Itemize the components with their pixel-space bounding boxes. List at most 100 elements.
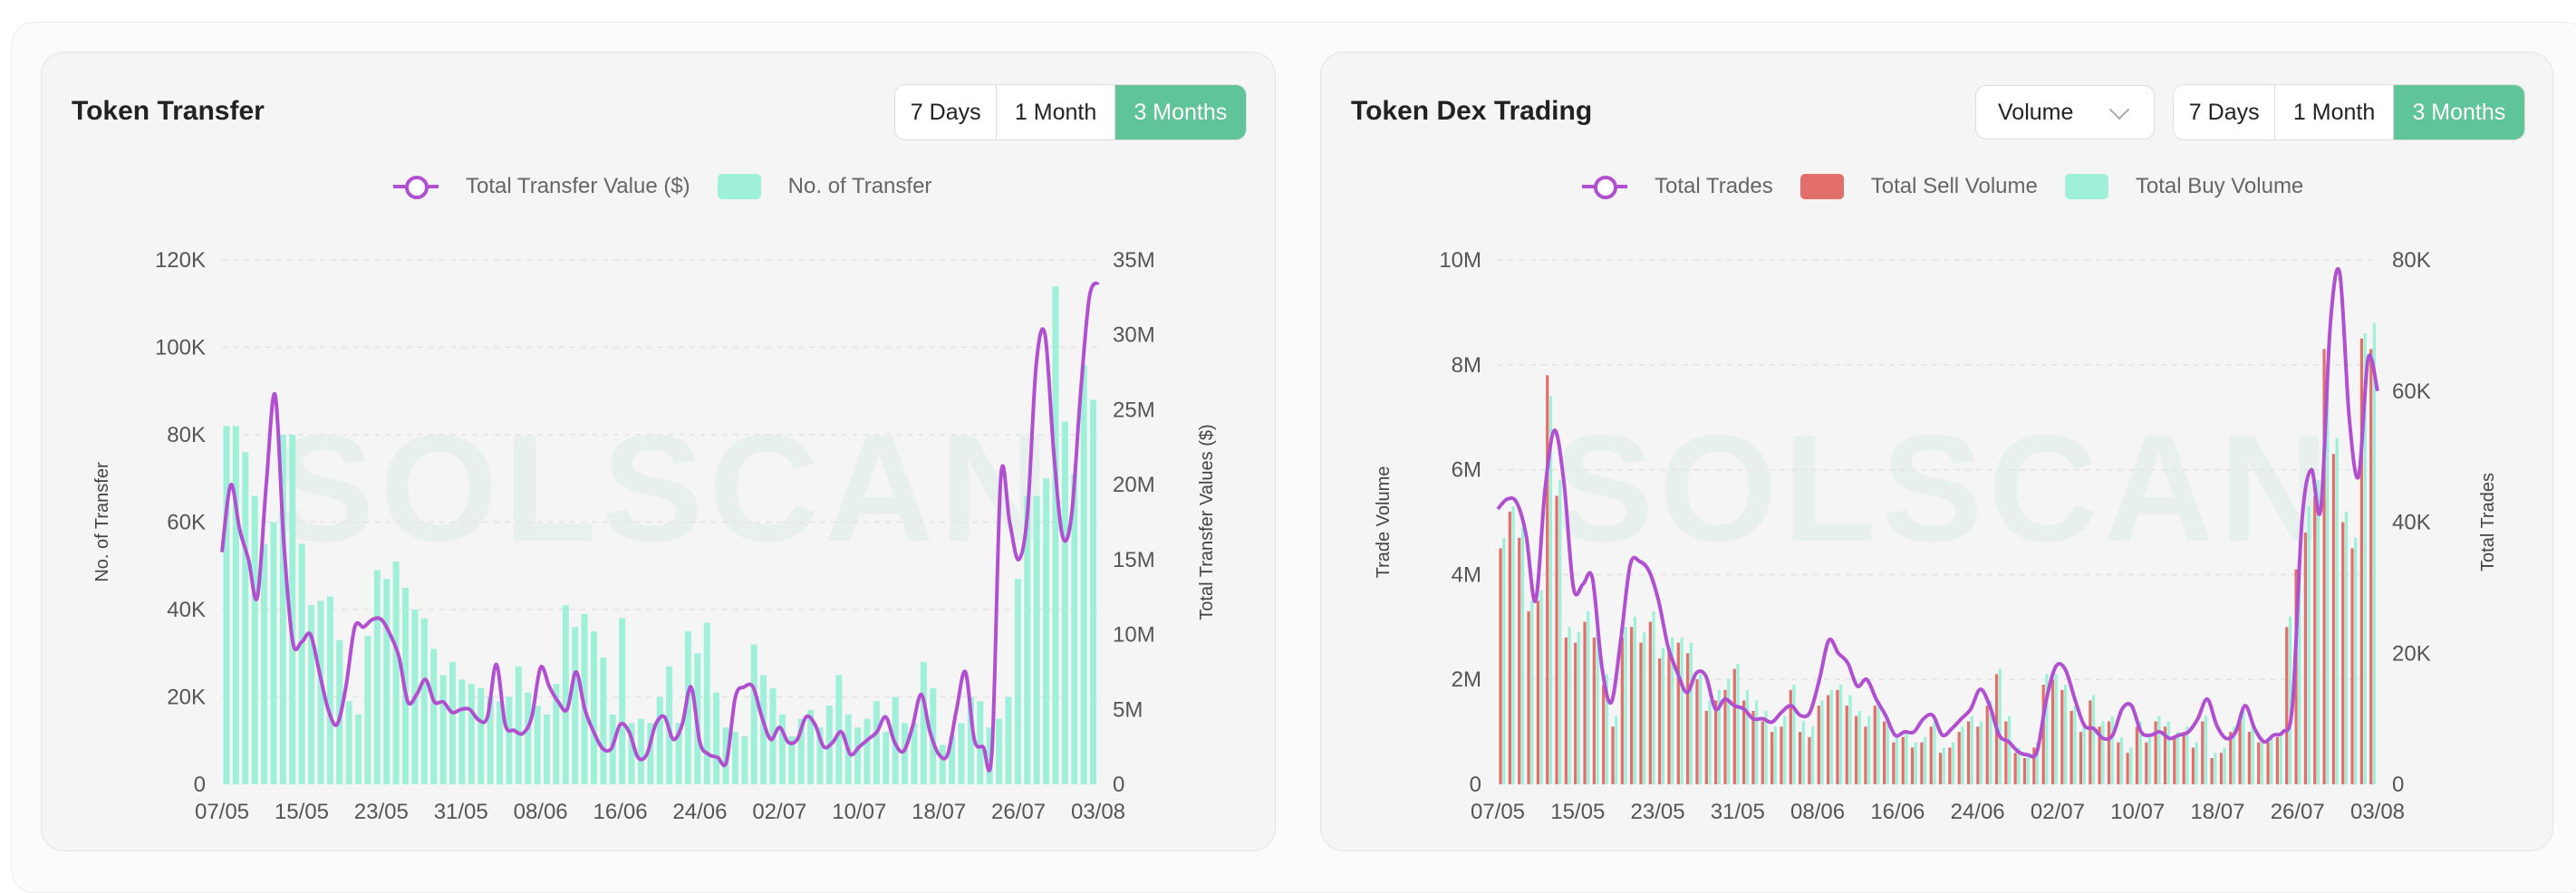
y2-tick-label: 10M — [1113, 623, 1155, 648]
metric-select[interactable]: Volume — [1975, 85, 2155, 139]
bar — [1836, 689, 1839, 784]
bar — [326, 596, 333, 784]
bar — [2232, 726, 2236, 784]
legend-no-of-transfer[interactable]: No. of Transfer — [717, 174, 931, 199]
bar — [449, 661, 456, 784]
bar — [1605, 674, 1609, 784]
bar — [1671, 637, 1674, 784]
y-axis-title: Trade Volume — [1374, 466, 1394, 579]
bar — [279, 435, 286, 784]
range-3-months-button[interactable]: 3 Months — [2393, 85, 2524, 139]
x-tick-label: 24/06 — [672, 800, 727, 824]
bar — [1979, 721, 1983, 784]
bar — [2017, 747, 2021, 784]
bar-swatch-icon — [2064, 174, 2108, 199]
bar — [1667, 648, 1671, 784]
y2-tick-label: 60K — [2392, 379, 2431, 404]
bar — [2073, 706, 2077, 784]
legend-total-buy-volume[interactable]: Total Buy Volume — [2064, 174, 2303, 199]
legend-total-trades[interactable]: Total Trades — [1582, 173, 1773, 200]
x-tick-label: 23/05 — [354, 800, 409, 824]
bar — [478, 687, 485, 784]
bar — [741, 735, 748, 784]
bar — [1499, 548, 1502, 784]
bar — [1764, 710, 1768, 784]
bar — [760, 675, 767, 784]
bar — [949, 735, 956, 784]
bar — [656, 696, 663, 784]
legend-total-sell-volume[interactable]: Total Sell Volume — [1799, 174, 2038, 199]
bar — [2279, 732, 2282, 784]
bar — [2372, 322, 2377, 784]
bar — [797, 718, 805, 784]
bar — [1511, 506, 1515, 784]
bar — [1826, 695, 1830, 784]
bar — [2173, 736, 2176, 784]
dex-trading-range-selector: 7 Days 1 Month 3 Months — [2173, 84, 2525, 140]
bar — [2079, 732, 2083, 784]
bar — [2117, 742, 2120, 784]
bar — [637, 718, 644, 784]
bar — [308, 605, 315, 784]
bar — [1527, 610, 1530, 784]
bar — [590, 631, 597, 784]
bar — [525, 692, 532, 784]
bar — [2035, 742, 2040, 784]
range-1-month-button[interactable]: 1 Month — [997, 85, 1115, 139]
bar — [364, 635, 371, 784]
legend-total-transfer-value[interactable]: Total Transfer Value ($) — [393, 173, 690, 200]
bar — [750, 644, 757, 784]
y2-axis-title: Total Transfer Values ($) — [1197, 424, 1217, 619]
range-7-days-button[interactable]: 7 Days — [2174, 85, 2276, 139]
bar — [967, 696, 974, 784]
bar — [1798, 732, 1802, 784]
y2-axis-title: Total Trades — [2478, 473, 2498, 571]
bar — [1558, 480, 1562, 784]
bar — [392, 561, 400, 784]
bar — [1546, 375, 1549, 784]
bar — [628, 723, 635, 784]
token-dex-trading-card: Token Dex Trading Volume 7 Days 1 Month … — [1320, 52, 2553, 851]
bar — [2247, 732, 2252, 784]
bar — [2135, 726, 2139, 784]
bar — [873, 701, 880, 784]
x-tick-label: 02/07 — [752, 800, 806, 824]
bar — [1920, 742, 1924, 784]
bar — [1714, 700, 1718, 784]
bar — [1676, 642, 1680, 784]
bar — [1539, 590, 1543, 784]
y2-tick-label: 20K — [2392, 641, 2431, 666]
bar — [1611, 726, 1615, 784]
bar — [1839, 684, 1843, 784]
bar — [1780, 726, 1783, 784]
bar — [1727, 679, 1731, 784]
bar — [2331, 454, 2336, 784]
bar — [647, 723, 654, 784]
bar — [298, 543, 305, 784]
legend-label: Total Transfer Value ($) — [466, 174, 690, 198]
bar — [1520, 527, 1525, 784]
bar — [317, 600, 324, 784]
bar — [430, 648, 438, 784]
bar — [439, 675, 447, 784]
range-1-month-button[interactable]: 1 Month — [2275, 85, 2394, 139]
bar — [2022, 758, 2027, 784]
range-3-months-button[interactable]: 3 Months — [1114, 85, 1246, 139]
bar — [1061, 421, 1068, 784]
bar — [553, 684, 560, 784]
bar — [1652, 610, 1655, 784]
range-7-days-button[interactable]: 7 Days — [895, 85, 998, 139]
x-tick-label: 15/05 — [275, 800, 329, 824]
bar — [1976, 726, 1980, 784]
bar — [223, 426, 230, 784]
bar — [2060, 689, 2064, 784]
token-transfer-legend: Total Transfer Value ($) No. of Transfer — [393, 167, 931, 206]
bar — [1518, 537, 1521, 784]
bar — [1014, 579, 1021, 784]
bar — [2126, 753, 2129, 784]
bar — [1071, 474, 1078, 784]
bar — [1783, 715, 1787, 784]
bar — [1639, 642, 1643, 784]
bar — [1801, 721, 1805, 784]
bar — [1914, 742, 1917, 784]
